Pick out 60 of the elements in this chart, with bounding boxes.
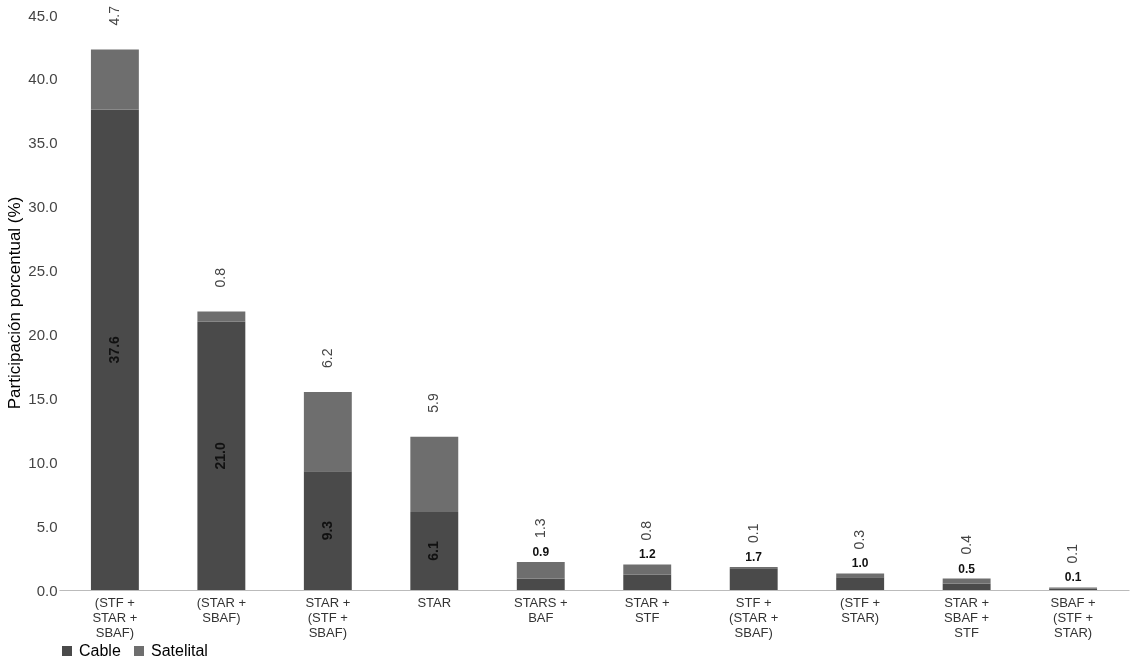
y-tick-label: 15.0 [28, 389, 58, 407]
x-tick-label: STARS + BAF [513, 594, 568, 625]
bar [90, 49, 139, 110]
data-label: 0.9 [532, 544, 550, 559]
data-label: 5.9 [425, 392, 442, 413]
x-tick-label: SBAF + (STF + STAR) [1050, 594, 1096, 640]
bar [90, 109, 139, 590]
data-label: 0.3 [851, 529, 868, 550]
bar [516, 578, 565, 590]
x-tick-label: STAR + STF [624, 594, 670, 625]
bar [942, 583, 991, 590]
bar [836, 577, 885, 590]
data-label: 0.8 [638, 520, 655, 541]
bar [623, 564, 672, 575]
data-label: 21.0 [212, 442, 229, 470]
bar [942, 578, 991, 584]
data-label: 6.1 [425, 541, 442, 561]
bar [303, 471, 352, 590]
data-label: 6.2 [318, 348, 335, 368]
y-axis-title: Participación porcentual (%) [5, 196, 25, 410]
bar [410, 512, 459, 590]
data-label: 4.7 [105, 5, 122, 26]
y-tick-label: 45.0 [28, 6, 58, 24]
y-tick-label: 0.0 [36, 581, 58, 599]
data-label: 0.1 [744, 523, 761, 543]
y-tick-label: 35.0 [28, 134, 58, 152]
data-label: 37.6 [105, 335, 122, 364]
bar [197, 311, 246, 322]
data-label: 1.7 [745, 550, 763, 564]
data-label: 0.1 [1064, 570, 1082, 585]
y-tick-label: 40.0 [28, 70, 58, 88]
bar [303, 391, 352, 472]
x-tick-label: (STF + STAR) [840, 594, 881, 625]
y-tick-label: 5.0 [36, 517, 58, 535]
y-tick-label: 25.0 [28, 262, 58, 280]
data-label: 0.8 [212, 267, 229, 288]
data-label: 1.0 [851, 556, 869, 571]
data-label: 0.1 [1064, 543, 1081, 564]
bar [197, 321, 246, 590]
x-tick-label: (STF + STAR + SBAF) [92, 594, 138, 640]
legend-label: Satelital [151, 642, 208, 659]
x-tick-label: STAR [417, 594, 452, 610]
bar [729, 568, 778, 590]
x-tick-label: STF + (STAR + SBAF) [729, 594, 779, 640]
y-tick-label: 30.0 [28, 198, 58, 216]
y-tick-label: 20.0 [28, 325, 58, 343]
x-tick-label: (STAR + SBAF) [196, 594, 246, 625]
bar [410, 436, 459, 513]
y-tick-label: 10.0 [28, 453, 58, 471]
bar [623, 574, 672, 590]
data-label: 0.5 [958, 561, 976, 576]
data-label: 9.3 [318, 520, 335, 541]
bar [836, 573, 885, 578]
x-tick-label: STAR + SBAF + STF [944, 594, 990, 640]
data-label: 0.4 [957, 534, 974, 555]
bar [516, 561, 565, 579]
x-tick-label: STAR + (STF + SBAF) [305, 594, 351, 640]
legend-label: Cable [79, 642, 121, 659]
data-label: 1.2 [638, 547, 656, 562]
data-label: 1.3 [531, 518, 548, 538]
